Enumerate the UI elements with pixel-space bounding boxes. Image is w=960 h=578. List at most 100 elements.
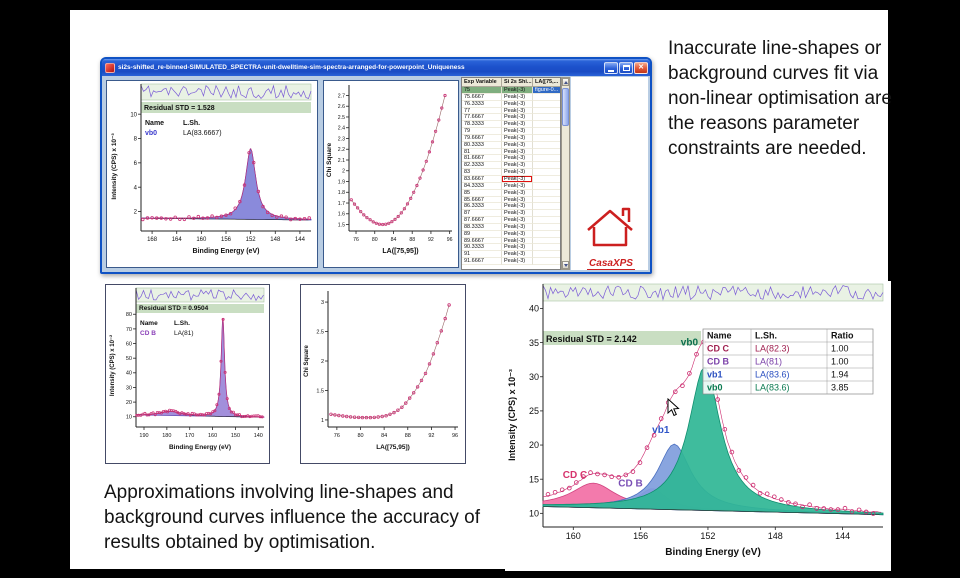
- table-cell[interactable]: [533, 101, 560, 108]
- table-cell[interactable]: 87: [462, 210, 502, 218]
- table-cell[interactable]: [533, 183, 560, 190]
- table-row[interactable]: 81 Peak(-3): [462, 148, 560, 156]
- table-cell[interactable]: [533, 224, 560, 231]
- table-cell[interactable]: 78.3333: [462, 121, 502, 129]
- table-row[interactable]: 91.6667 Peak(-3): [462, 258, 560, 265]
- table-cell[interactable]: 75.6667: [462, 93, 502, 101]
- table-row[interactable]: 79.6667 Peak(-3): [462, 134, 560, 142]
- table-cell[interactable]: Peak(-3): [502, 182, 533, 190]
- table-cell[interactable]: Peak(-3): [502, 196, 533, 204]
- table-cell[interactable]: Peak(-3): [502, 251, 533, 259]
- table-cell[interactable]: Peak(-3): [502, 148, 533, 156]
- table-cell[interactable]: Peak(-3): [502, 210, 533, 218]
- table-cell[interactable]: 86.3333: [462, 203, 502, 211]
- table-cell[interactable]: Peak(-3): [502, 162, 533, 170]
- table-cell[interactable]: Peak(-3): [502, 128, 533, 135]
- column-header[interactable]: LA([75,...: [535, 79, 559, 85]
- table-cell[interactable]: [533, 135, 560, 142]
- table-cell[interactable]: [533, 238, 560, 245]
- table-cell[interactable]: 87.6667: [462, 217, 502, 224]
- table-cell[interactable]: 81: [462, 148, 502, 156]
- table-row[interactable]: 80.3333 Peak(-3): [462, 141, 560, 149]
- table-row[interactable]: 87 Peak(-3): [462, 210, 560, 218]
- table-cell[interactable]: Peak(-3): [502, 93, 533, 101]
- table-row[interactable]: 75 Peak(-3) figure-0...: [462, 87, 560, 94]
- table-cell[interactable]: 85.6667: [462, 196, 502, 204]
- table-cell[interactable]: 77.6667: [462, 114, 502, 122]
- table-cell[interactable]: 76.3333: [462, 100, 502, 108]
- table-scrollbar[interactable]: [561, 77, 570, 270]
- table-header[interactable]: Exp Variable Si 2s Shi... LA([75,...: [462, 78, 560, 87]
- table-row[interactable]: 83.6667 Peak(-3): [462, 175, 560, 183]
- table-cell[interactable]: Peak(-3): [502, 107, 533, 115]
- table-row[interactable]: 89 Peak(-3): [462, 230, 560, 238]
- table-row[interactable]: 78.3333 Peak(-3): [462, 121, 560, 129]
- table-cell[interactable]: 81.6667: [462, 155, 502, 163]
- table-cell[interactable]: Peak(-3): [502, 121, 533, 129]
- table-row[interactable]: 85.6667 Peak(-3): [462, 196, 560, 204]
- scrollbar-thumb[interactable]: [562, 88, 569, 126]
- table-cell[interactable]: Peak(-3): [502, 230, 533, 238]
- table-cell[interactable]: Peak(-3): [502, 175, 533, 183]
- table-row[interactable]: 89.6667 Peak(-3): [462, 237, 560, 245]
- table-cell[interactable]: 91.6667: [462, 258, 502, 265]
- table-cell[interactable]: [533, 149, 560, 156]
- table-cell[interactable]: [533, 197, 560, 204]
- table-row[interactable]: 84.3333 Peak(-3): [462, 182, 560, 190]
- table-cell[interactable]: [533, 142, 560, 149]
- table-cell[interactable]: Peak(-3): [502, 237, 533, 245]
- table-row[interactable]: 77.6667 Peak(-3): [462, 114, 560, 122]
- table-row[interactable]: 88.3333 Peak(-3): [462, 223, 560, 231]
- table-row[interactable]: 85 Peak(-3): [462, 189, 560, 197]
- table-cell[interactable]: [533, 176, 560, 183]
- table-cell[interactable]: 90.3333: [462, 244, 502, 252]
- table-cell[interactable]: 79: [462, 128, 502, 135]
- table-row[interactable]: 75.6667 Peak(-3): [462, 93, 560, 101]
- table-cell[interactable]: 89.6667: [462, 237, 502, 245]
- minimize-button[interactable]: [604, 61, 618, 74]
- table-cell[interactable]: Peak(-3): [502, 223, 533, 231]
- table-cell[interactable]: 79.6667: [462, 134, 502, 142]
- table-row[interactable]: 81.6667 Peak(-3): [462, 155, 560, 163]
- table-cell[interactable]: 83.6667: [462, 175, 502, 183]
- table-cell[interactable]: Peak(-3): [502, 217, 533, 224]
- table-cell[interactable]: [533, 155, 560, 163]
- table-cell[interactable]: 80.3333: [462, 141, 502, 149]
- table-cell[interactable]: 84.3333: [462, 182, 502, 190]
- table-cell[interactable]: Peak(-3): [502, 189, 533, 197]
- scroll-up-icon[interactable]: [562, 78, 569, 86]
- table-cell[interactable]: Peak(-3): [502, 134, 533, 142]
- table-cell[interactable]: 89: [462, 230, 502, 238]
- table-row[interactable]: 83 Peak(-3): [462, 169, 560, 176]
- table-row[interactable]: 77 Peak(-3): [462, 107, 560, 115]
- table-cell[interactable]: [533, 108, 560, 115]
- table-cell[interactable]: 85: [462, 189, 502, 197]
- table-cell[interactable]: Peak(-3): [502, 258, 533, 265]
- scroll-down-icon[interactable]: [562, 261, 569, 269]
- table-cell[interactable]: [533, 251, 560, 259]
- table-cell[interactable]: 75: [462, 87, 502, 94]
- maximize-button[interactable]: [619, 61, 633, 74]
- table-row[interactable]: 86.3333 Peak(-3): [462, 203, 560, 211]
- table-cell[interactable]: [533, 128, 560, 135]
- table-cell[interactable]: 91: [462, 251, 502, 259]
- close-button[interactable]: ✕: [634, 61, 648, 74]
- table-cell[interactable]: [533, 210, 560, 218]
- table-cell[interactable]: 82.3333: [462, 162, 502, 170]
- table-cell[interactable]: [533, 169, 560, 176]
- window-titlebar[interactable]: si2s-shifted_re-binned-SIMULATED_SPECTRA…: [102, 59, 650, 76]
- column-header[interactable]: Si 2s Shi...: [504, 78, 533, 86]
- table-cell[interactable]: Peak(-3): [502, 87, 533, 94]
- table-cell[interactable]: [533, 121, 560, 129]
- table-row[interactable]: 90.3333 Peak(-3): [462, 244, 560, 252]
- table-cell[interactable]: [533, 231, 560, 238]
- chi-square-tile-1[interactable]: 1.5 1.6 1.7 1.8 1.9 2 2.1 2.2 2.3 2.4 2.5 2.6 2.7 76 8…: [323, 80, 459, 268]
- table-cell[interactable]: Peak(-3): [502, 155, 533, 163]
- table-cell[interactable]: [533, 114, 560, 122]
- table-row[interactable]: 91 Peak(-3): [462, 251, 560, 259]
- table-cell[interactable]: Peak(-3): [502, 203, 533, 211]
- table-cell[interactable]: figure-0...: [533, 87, 560, 94]
- table-row[interactable]: 79 Peak(-3): [462, 128, 560, 135]
- table-row[interactable]: 82.3333 Peak(-3): [462, 162, 560, 170]
- table-cell[interactable]: Peak(-3): [502, 100, 533, 108]
